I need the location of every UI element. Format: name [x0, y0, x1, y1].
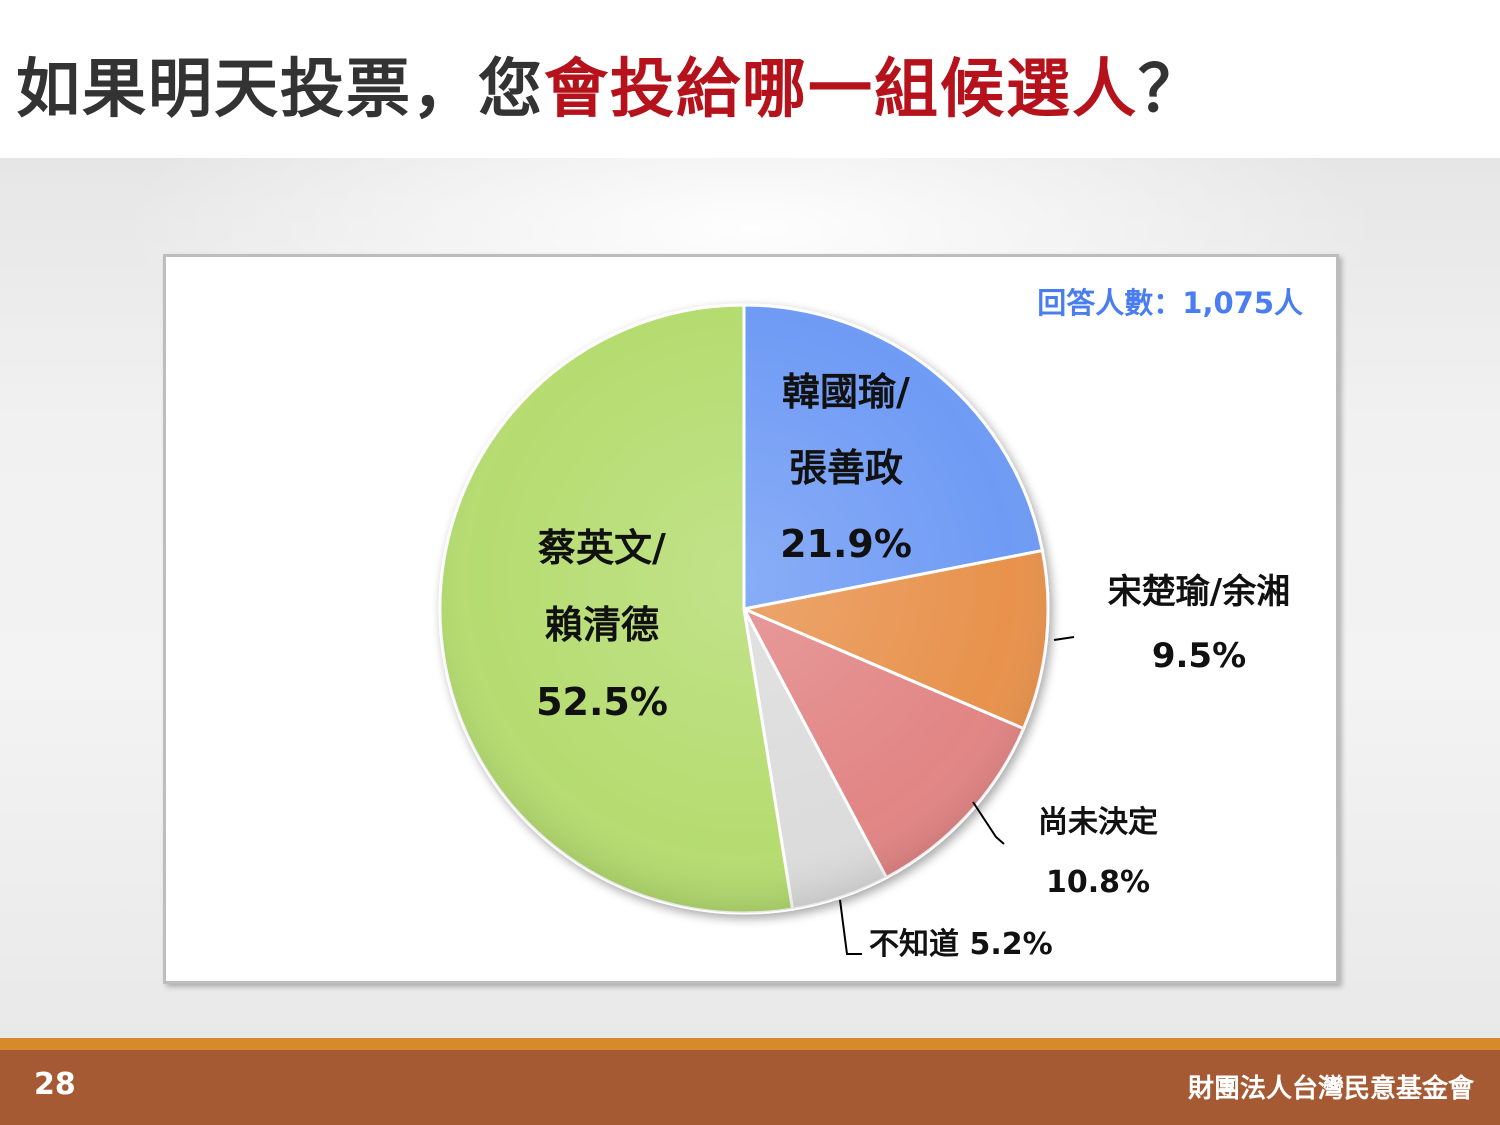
slice-value-tsai-lai: 52.5% [536, 680, 668, 724]
slice-label-han-chang-line-2: 張善政 [789, 446, 903, 490]
slice-value-undecided: 10.8% [1046, 865, 1150, 900]
chart-panel: 韓國瑜/張善政 21.9% 宋楚瑜/余湘 9.5% 尚未決定 10.8% 不知道 5.2% 蔡… [163, 254, 1339, 984]
slice-value-han-chang: 21.9% [780, 522, 912, 566]
respondent-count-note: 回答人數：1,075人 [1037, 286, 1303, 320]
page-title: 如果明天投票，您會投給哪一組候選人？ [16, 38, 1204, 130]
organization-name: 財團法人台灣民意基金會 [1187, 1074, 1474, 1104]
footer-accent-line [0, 1038, 1500, 1050]
leader-line-soong-yu [1053, 636, 1075, 641]
slice-label-tsai-lai-line-1: 蔡英文/ [538, 526, 666, 570]
page-number: 28 [34, 1067, 76, 1102]
slice-label-undecided-line-1: 尚未決定 [1038, 805, 1158, 840]
slice-value-soong-yu: 9.5% [1152, 636, 1246, 676]
title-suffix: ？ [1138, 53, 1204, 127]
slice-label-han-chang-line-1: 韓國瑜/ [782, 370, 910, 414]
leader-line-dont-know [839, 899, 862, 955]
slice-label-tsai-lai-line-2: 賴清德 [545, 603, 659, 647]
footer-bar [0, 1050, 1500, 1125]
pie-chart: 韓國瑜/張善政 21.9% 宋楚瑜/余湘 9.5% 尚未決定 10.8% 不知道 5.2% 蔡… [438, 286, 1303, 962]
slice-label-dont-know: 不知道 5.2% [869, 927, 1053, 962]
title-bar: 如果明天投票，您會投給哪一組候選人？ [0, 0, 1500, 158]
title-prefix: 如果明天投票，您 [16, 53, 544, 127]
slice-label-soong-yu-line-1: 宋楚瑜/余湘 [1108, 572, 1290, 612]
title-highlight: 會投給哪一組候選人 [544, 53, 1138, 127]
leader-line-undecided [972, 801, 1005, 845]
pie-glare [440, 305, 1048, 913]
